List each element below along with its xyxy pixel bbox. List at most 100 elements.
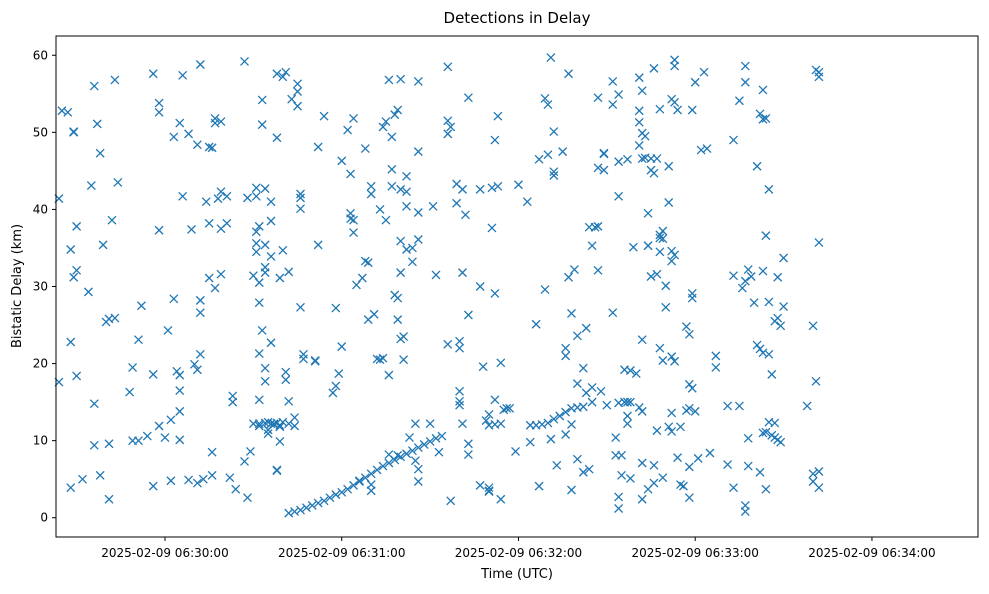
data-point bbox=[410, 456, 420, 466]
data-point bbox=[313, 498, 323, 508]
data-point bbox=[192, 478, 202, 488]
data-point bbox=[396, 184, 406, 194]
data-point bbox=[602, 400, 612, 410]
data-point bbox=[814, 483, 824, 493]
data-point bbox=[216, 117, 226, 127]
data-point bbox=[163, 325, 173, 335]
data-point bbox=[699, 67, 709, 77]
data-point bbox=[154, 98, 164, 108]
data-point bbox=[410, 419, 420, 429]
data-point bbox=[599, 165, 609, 175]
data-point bbox=[764, 297, 774, 307]
data-point bbox=[89, 399, 99, 409]
data-point bbox=[148, 481, 158, 491]
data-point bbox=[402, 449, 411, 459]
data-point bbox=[278, 72, 288, 82]
data-point bbox=[522, 197, 532, 207]
data-point bbox=[652, 269, 662, 279]
data-point bbox=[407, 446, 417, 456]
data-point bbox=[711, 351, 721, 361]
data-point bbox=[761, 427, 771, 437]
data-point bbox=[290, 421, 300, 431]
data-point bbox=[676, 480, 685, 490]
data-point bbox=[349, 228, 358, 238]
data-point bbox=[764, 349, 774, 359]
data-point bbox=[113, 177, 123, 187]
data-point bbox=[652, 426, 662, 436]
data-point bbox=[649, 63, 659, 73]
data-point bbox=[572, 454, 582, 464]
data-point bbox=[154, 107, 164, 117]
data-point bbox=[684, 462, 694, 472]
data-point bbox=[587, 397, 597, 407]
data-point bbox=[254, 298, 264, 308]
x-tick-label: 2025-02-09 06:31:00 bbox=[278, 546, 405, 560]
data-point bbox=[599, 148, 609, 158]
data-point bbox=[634, 140, 644, 150]
data-point bbox=[334, 369, 344, 379]
data-point bbox=[652, 154, 662, 164]
data-point bbox=[337, 156, 347, 166]
data-point bbox=[92, 119, 102, 129]
data-point bbox=[337, 342, 347, 352]
data-point bbox=[201, 197, 211, 207]
data-point bbox=[614, 157, 624, 167]
data-point bbox=[684, 329, 694, 339]
data-point bbox=[569, 265, 579, 275]
data-point bbox=[490, 395, 500, 405]
data-point bbox=[537, 420, 547, 429]
data-point bbox=[637, 406, 647, 416]
data-point bbox=[584, 464, 594, 474]
data-point bbox=[729, 483, 738, 493]
data-point bbox=[331, 490, 341, 500]
data-point bbox=[655, 233, 665, 243]
data-point bbox=[567, 420, 576, 429]
data-point bbox=[210, 118, 220, 128]
data-point bbox=[614, 90, 624, 100]
y-tick-label: 40 bbox=[33, 202, 48, 216]
data-point bbox=[773, 313, 783, 323]
data-point bbox=[375, 204, 385, 214]
data-point bbox=[293, 79, 303, 89]
data-point bbox=[57, 106, 67, 116]
data-point bbox=[290, 507, 300, 517]
data-point bbox=[372, 465, 382, 475]
data-point bbox=[366, 486, 376, 496]
data-point bbox=[499, 405, 509, 415]
data-point bbox=[564, 272, 574, 282]
data-point bbox=[655, 104, 665, 114]
data-point bbox=[384, 370, 394, 380]
data-point bbox=[572, 379, 582, 389]
data-point bbox=[578, 363, 588, 373]
data-point bbox=[561, 430, 571, 439]
data-point bbox=[387, 132, 397, 142]
data-point bbox=[260, 262, 270, 272]
data-point bbox=[549, 127, 559, 137]
data-point bbox=[705, 448, 715, 458]
data-point bbox=[711, 362, 721, 372]
data-point bbox=[490, 135, 500, 145]
data-point bbox=[549, 414, 559, 424]
data-point bbox=[540, 285, 550, 295]
data-point bbox=[463, 450, 473, 459]
data-point bbox=[743, 265, 753, 275]
data-point bbox=[204, 218, 214, 228]
data-point bbox=[298, 354, 308, 364]
data-point bbox=[628, 242, 638, 252]
data-point bbox=[110, 313, 120, 323]
data-point bbox=[752, 161, 762, 171]
data-point bbox=[614, 504, 624, 513]
data-point bbox=[593, 265, 603, 275]
data-point bbox=[360, 256, 370, 266]
data-point bbox=[646, 272, 656, 281]
data-point bbox=[169, 294, 179, 304]
plot-frame bbox=[55, 35, 979, 538]
data-point bbox=[673, 105, 682, 115]
data-point bbox=[531, 319, 541, 329]
data-point bbox=[198, 474, 208, 484]
data-point bbox=[275, 436, 285, 446]
data-point bbox=[349, 114, 358, 123]
data-point bbox=[251, 227, 261, 237]
data-point bbox=[281, 375, 291, 385]
